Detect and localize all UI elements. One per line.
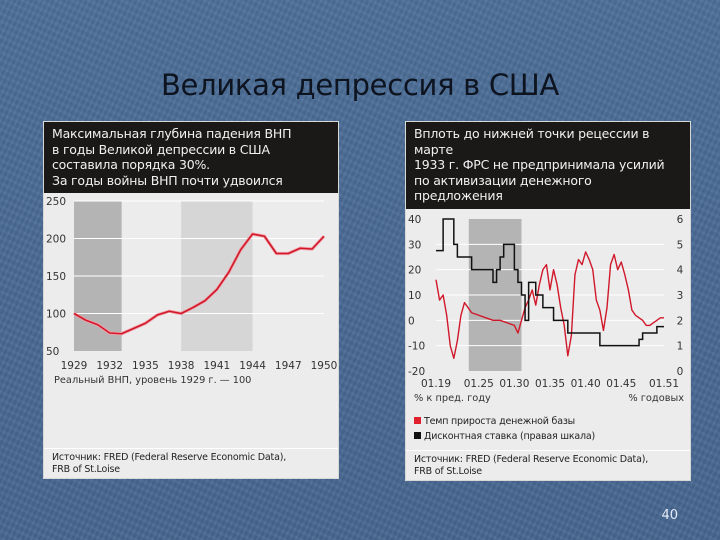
- x-tick: 1938: [168, 360, 195, 372]
- x-tick: 01.51: [649, 378, 679, 390]
- x-tick: 1950: [311, 360, 338, 372]
- header-line: по активизации денежного предложения: [414, 172, 592, 204]
- x-tick: 01.30: [499, 378, 529, 390]
- source-line: FRB of St.Loise: [52, 464, 120, 475]
- y-tick: 100: [46, 309, 66, 321]
- money-legend: Темп прироста денежной базы Дисконтная с…: [414, 414, 595, 444]
- y-tick-right: 6: [677, 214, 684, 226]
- y-tick-left: 20: [408, 264, 421, 276]
- y-tick-right: 3: [677, 290, 684, 302]
- legend-item-discount-rate: Дисконтная ставка (правая шкала): [414, 429, 595, 444]
- y-tick: 50: [46, 346, 59, 358]
- y-tick-right: 1: [677, 340, 684, 352]
- red-square-icon: [414, 417, 421, 424]
- source-line: Источник: FRED (Federal Reserve Economic…: [52, 452, 287, 463]
- y-tick: 250: [46, 196, 66, 208]
- y-tick-left: 40: [408, 214, 421, 226]
- y-tick: 150: [46, 271, 66, 283]
- x-tick: 1944: [239, 360, 266, 372]
- money-base-line: [435, 250, 664, 359]
- header-line: Вплоть до нижней точки рецессии в марте: [414, 126, 650, 157]
- slide-title: Великая депрессия в США: [160, 68, 560, 102]
- right-axis-note: % годовых: [628, 393, 684, 404]
- x-tick: 01.35: [535, 378, 565, 390]
- gnp-chart-header: Максимальная глубина падения ВНП в годы …: [44, 122, 338, 193]
- gnp-source: Источник: FRED (Federal Reserve Economic…: [44, 448, 338, 479]
- x-tick: 1932: [96, 360, 123, 372]
- y-tick-left: 30: [408, 239, 421, 251]
- gnp-line: [73, 233, 325, 335]
- y-tick-left: -20: [408, 366, 425, 378]
- source-line: FRB of St.Loise: [414, 466, 482, 477]
- legend-label: Дисконтная ставка (правая шкала): [424, 431, 596, 442]
- x-tick: 1941: [203, 360, 230, 372]
- header-line: 1933 г. ФРС не предпринимала усилий: [414, 157, 665, 172]
- x-tick: 01.45: [606, 378, 636, 390]
- header-line: За годы войны ВНП почти удвоился: [52, 172, 283, 188]
- money-chart-panel: Вплоть до нижней точки рецессии в марте …: [405, 121, 691, 481]
- y-tick-right: 4: [677, 264, 684, 276]
- page-number: 40: [661, 508, 678, 523]
- x-tick: 01.25: [464, 378, 494, 390]
- x-tick: 1947: [275, 360, 302, 372]
- y-tick-right: 2: [677, 315, 684, 327]
- x-tick: 1935: [132, 360, 159, 372]
- black-square-icon: [414, 432, 421, 439]
- axis-note: Реальный ВНП, уровень 1929 г. — 100: [54, 375, 251, 386]
- money-source: Источник: FRED (Federal Reserve Economic…: [406, 450, 690, 481]
- y-tick-right: 5: [677, 239, 684, 251]
- source-line: Источник: FRED (Federal Reserve Economic…: [414, 454, 649, 465]
- gnp-chart-panel: Максимальная глубина падения ВНП в годы …: [43, 121, 339, 479]
- left-axis-note: % к пред. году: [414, 393, 491, 404]
- x-tick: 01.40: [571, 378, 601, 390]
- gnp-line-chart: 50 100 150 200 250 1929 1932 1935 1938 1941 1944 19…: [46, 196, 338, 386]
- header-line: Максимальная глубина падения ВНП: [52, 126, 292, 141]
- y-tick-left: 0: [408, 315, 415, 327]
- y-tick-left: -10: [408, 340, 425, 352]
- y-tick-right: 0: [677, 366, 684, 378]
- legend-label: Темп прироста денежной базы: [424, 416, 575, 427]
- y-tick-left: 10: [408, 290, 421, 302]
- discount-rate-line: [436, 217, 664, 346]
- legend-item-money-base: Темп прироста денежной базы: [414, 414, 595, 429]
- money-chart-header: Вплоть до нижней точки рецессии в марте …: [406, 122, 690, 209]
- x-tick: 1929: [61, 360, 88, 372]
- x-tick: 01.19: [421, 378, 451, 390]
- money-base-chart: -20 -10 0 10 20 30 40 0 1 2 3 4 5 6 01.19 01.25 01.30 01.…: [408, 214, 684, 404]
- header-line: составила порядка 30%.: [52, 157, 210, 172]
- header-line: в годы Великой депрессии в США: [52, 141, 270, 157]
- y-tick: 200: [46, 234, 66, 246]
